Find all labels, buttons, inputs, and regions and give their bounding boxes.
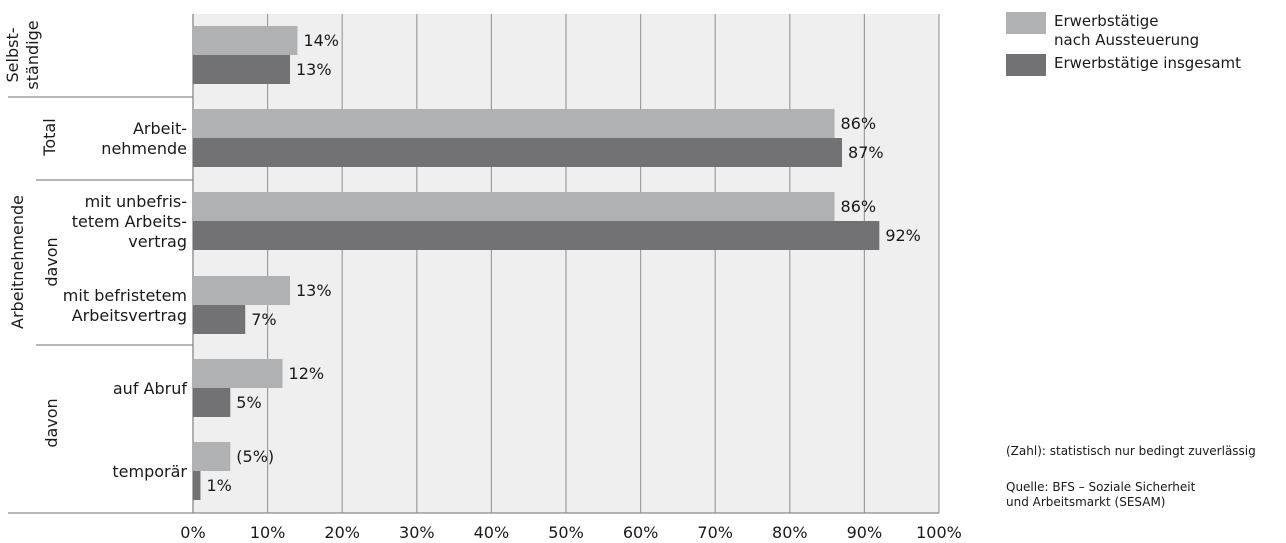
category-label: Selbst-ständige [3, 20, 42, 89]
legend-label-line: Erwerbstätige [1054, 12, 1159, 30]
bar-value-label: 1% [206, 476, 231, 495]
legend-item-insgesamt: Erwerbstätige insgesamt [1006, 54, 1274, 76]
legend-label-insgesamt: Erwerbstätige insgesamt [1054, 54, 1274, 73]
bar-value-label: 7% [251, 310, 276, 329]
legend-label-line: Erwerbstätige insgesamt [1054, 54, 1242, 72]
x-tick-label: 50% [548, 523, 584, 542]
bar-value-label: 86% [841, 197, 877, 216]
group-label-davon: davon [42, 398, 61, 447]
x-tick-label: 10% [250, 523, 286, 542]
legend-label-line: nach Aussteuerung [1054, 31, 1200, 49]
group-label-arbeitnehmende: Arbeitnehmende [8, 195, 27, 329]
bar [193, 388, 231, 417]
bar [193, 55, 290, 84]
source-note: Quelle: BFS – Soziale Sicherheit und Arbe… [1006, 480, 1276, 510]
bar [193, 442, 231, 471]
bar [193, 221, 880, 250]
source-note-line: Quelle: BFS – Soziale Sicherheit [1006, 480, 1196, 494]
bar-value-label: 12% [289, 364, 325, 383]
legend-swatch-insgesamt [1006, 54, 1046, 76]
reliability-note: (Zahl): statistisch nur bedingt zuverläs… [1006, 444, 1256, 458]
bar [193, 26, 298, 55]
bar-value-label: 13% [296, 60, 332, 79]
category-label: temporär [112, 462, 187, 481]
x-tick-label: 60% [623, 523, 659, 542]
x-tick-label: 20% [324, 523, 360, 542]
bar-value-label: 14% [303, 31, 339, 50]
category-label: Arbeit-nehmende [101, 119, 187, 158]
bar-value-label: 87% [848, 143, 884, 162]
legend-swatch-aussteuerung [1006, 12, 1046, 34]
category-label: auf Abruf [113, 379, 187, 398]
bar-value-label: 5% [236, 393, 261, 412]
legend: Erwerbstätige nach Aussteuerung Erwerbstä… [1006, 12, 1274, 80]
bar-value-label: 86% [841, 114, 877, 133]
legend-item-aussteuerung: Erwerbstätige nach Aussteuerung [1006, 12, 1274, 50]
bar-chart: 0% 10% 20% 30% 40% 50% 60% 70% 80% 90% 100% 14% 86% 8… [3, 14, 962, 542]
bar [193, 138, 843, 167]
x-tick-label: 30% [399, 523, 435, 542]
x-tick-label: 90% [847, 523, 883, 542]
bar [193, 305, 246, 334]
bar-value-label: 92% [885, 226, 921, 245]
x-tick-label: 0% [180, 523, 205, 542]
bar [193, 276, 290, 305]
legend-label-aussteuerung: Erwerbstätige nach Aussteuerung [1054, 12, 1274, 50]
bar [193, 192, 835, 221]
x-tick-label: 70% [697, 523, 733, 542]
bar [193, 359, 283, 388]
bar-value-label: 13% [296, 281, 332, 300]
x-tick-label: 80% [772, 523, 808, 542]
bar [193, 109, 835, 138]
group-label-total: Total [40, 118, 59, 156]
source-note-line: und Arbeitsmarkt (SESAM) [1006, 495, 1166, 509]
group-label-davon: davon [42, 237, 61, 286]
category-label: mit befristetem Arbeitsvertrag [63, 286, 187, 325]
bar [193, 471, 201, 500]
x-tick-label: 100% [916, 523, 962, 542]
x-tick-label: 40% [474, 523, 510, 542]
bar-value-label: (5%) [236, 447, 274, 466]
category-label: mit unbefris-tetem Arbeits-vertrag [72, 192, 187, 251]
